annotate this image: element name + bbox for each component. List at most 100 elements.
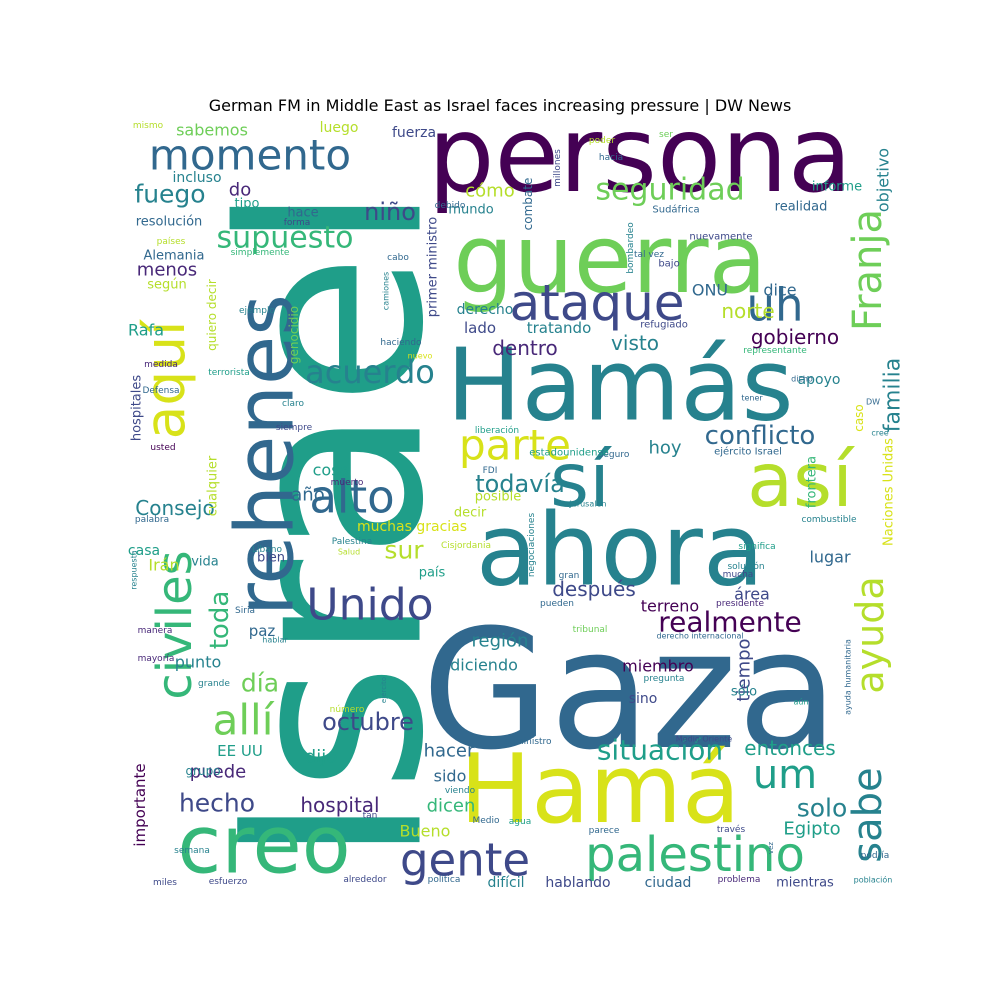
word-ser: ser (659, 130, 673, 140)
word-palestina: Palestina (332, 537, 373, 547)
word-alli: allí (213, 696, 275, 745)
word-derecho: derecho (457, 302, 514, 318)
word-vez: vez (767, 842, 775, 854)
word-dw: DW (866, 398, 880, 407)
word-combate: combate (521, 178, 535, 231)
word-incluso: incluso (172, 170, 221, 186)
word-civiles: civiles (147, 550, 203, 699)
word-bombardeo: bombardeo (626, 222, 636, 274)
word-pregunta: pregunta (644, 674, 685, 684)
word-ataque: ataque (509, 274, 684, 332)
word-tratando: tratando (527, 319, 592, 337)
word-casa: casa (128, 543, 160, 559)
word-alemania: Alemania (144, 249, 205, 264)
word-medio: Medio (472, 816, 500, 826)
word-camiones: camiones (382, 272, 391, 310)
word-fuego: fuego (134, 180, 205, 209)
word-representante: representante (743, 346, 807, 356)
word-hablar: hablar (262, 636, 288, 645)
word-sabe: sabe (845, 767, 891, 862)
word-cualquier: cualquier (206, 455, 221, 516)
word-ejercito: ejército (380, 677, 388, 703)
word-iran: Irán (148, 556, 179, 575)
word-visto: visto (611, 331, 659, 355)
word-palestino: palestino (585, 827, 805, 883)
word-sido: sido (434, 767, 467, 786)
word-entonces: entonces (744, 736, 835, 760)
word-seguro: seguro (599, 450, 630, 460)
word-refugiado: refugiado (640, 320, 688, 331)
word-ahora: ahora (476, 492, 764, 609)
word-hacia: hacia (599, 153, 623, 163)
word-norte: norte (721, 299, 774, 323)
word-fdi: FDI (483, 466, 498, 476)
word-parte: parte (459, 421, 571, 470)
word-octubre: octubre (322, 708, 414, 736)
word-apoyo: apoyo (798, 372, 841, 388)
word-acuerdo: acuerdo (305, 353, 435, 391)
word-objetivo: objetivo (874, 148, 893, 212)
word-viendo: viendo (445, 786, 476, 796)
word-posible: posible (475, 490, 521, 505)
word-aqui: aquí (133, 319, 197, 439)
word-nuevo: nuevo (408, 352, 433, 361)
word-importante: importante (131, 763, 149, 846)
word-consejo: Consejo (135, 496, 214, 520)
word-dentro: dentro (492, 336, 558, 360)
word-simplemente: simplemente (231, 248, 290, 258)
word-ciudad: ciudad (645, 875, 692, 891)
word-bueno: Bueno (400, 822, 451, 841)
word-negociaciones: negociaciones (527, 513, 537, 578)
word-sino: sino (629, 691, 658, 707)
word-defensa: Defensa (142, 386, 179, 396)
word-gran: gran (559, 571, 580, 581)
word-estadounidense: estadounidense (529, 448, 609, 459)
word-manera: manera (138, 626, 173, 636)
word-hama: Hamá (460, 735, 740, 845)
word-aun: aún (793, 698, 808, 707)
word-solucion: solución (727, 561, 764, 572)
word-terreno: terreno (641, 597, 699, 616)
word-hecho: hecho (179, 789, 255, 818)
word-dificil: difícil (487, 875, 524, 891)
word-muerto: muerto (331, 478, 364, 488)
word-genocidio: genocidio (287, 306, 301, 364)
word-conflicto: conflicto (705, 421, 816, 451)
word-agua: agua (509, 817, 531, 827)
word-segun: según (147, 278, 187, 293)
word-grupo: grupo (185, 764, 220, 778)
word-alrededor: alrededor (343, 875, 387, 885)
word-puede: puede (190, 762, 246, 783)
word-supuesto: supuesto (217, 221, 354, 256)
word-terrorista: terrorista (208, 368, 250, 378)
word-respuesta: respuesta (130, 550, 139, 590)
word-paises: países (157, 237, 186, 247)
word-mientras: mientras (776, 876, 834, 891)
word-fuerza: fuerza (392, 125, 436, 141)
word-vida: vida (191, 555, 219, 570)
word-tribunal: tribunal (573, 625, 608, 635)
word-cosa: cosa (313, 461, 350, 480)
word-haciendo: haciendo (380, 338, 422, 348)
word-franja: Franja (845, 209, 891, 331)
word-informe: informe (812, 180, 862, 195)
word-numero: número (330, 705, 365, 715)
word-frontera: frontera (805, 456, 820, 508)
word-lado: lado (464, 319, 496, 337)
word-mucha: mucha (723, 570, 754, 580)
word-ejercito-israel: ejército Israel (714, 446, 782, 458)
word-solo: solo (797, 794, 848, 823)
word-traves: través (717, 824, 746, 835)
word-dicen: dicen (427, 796, 476, 817)
word-alto: alto (309, 471, 394, 524)
word-ejemplo: ejemplo (239, 306, 276, 316)
word-area: área (734, 585, 770, 604)
word-lugar: lugar (809, 548, 851, 567)
word-medio-oriente: Medio Oriente (676, 735, 733, 744)
word-millones: millones (553, 149, 563, 187)
word-persona: persona (428, 94, 852, 216)
word-realidad: realidad (775, 200, 828, 215)
word-gaza: Gaza (422, 594, 839, 786)
word-diciendo: diciendo (450, 656, 518, 675)
word-usted: usted (150, 443, 175, 453)
